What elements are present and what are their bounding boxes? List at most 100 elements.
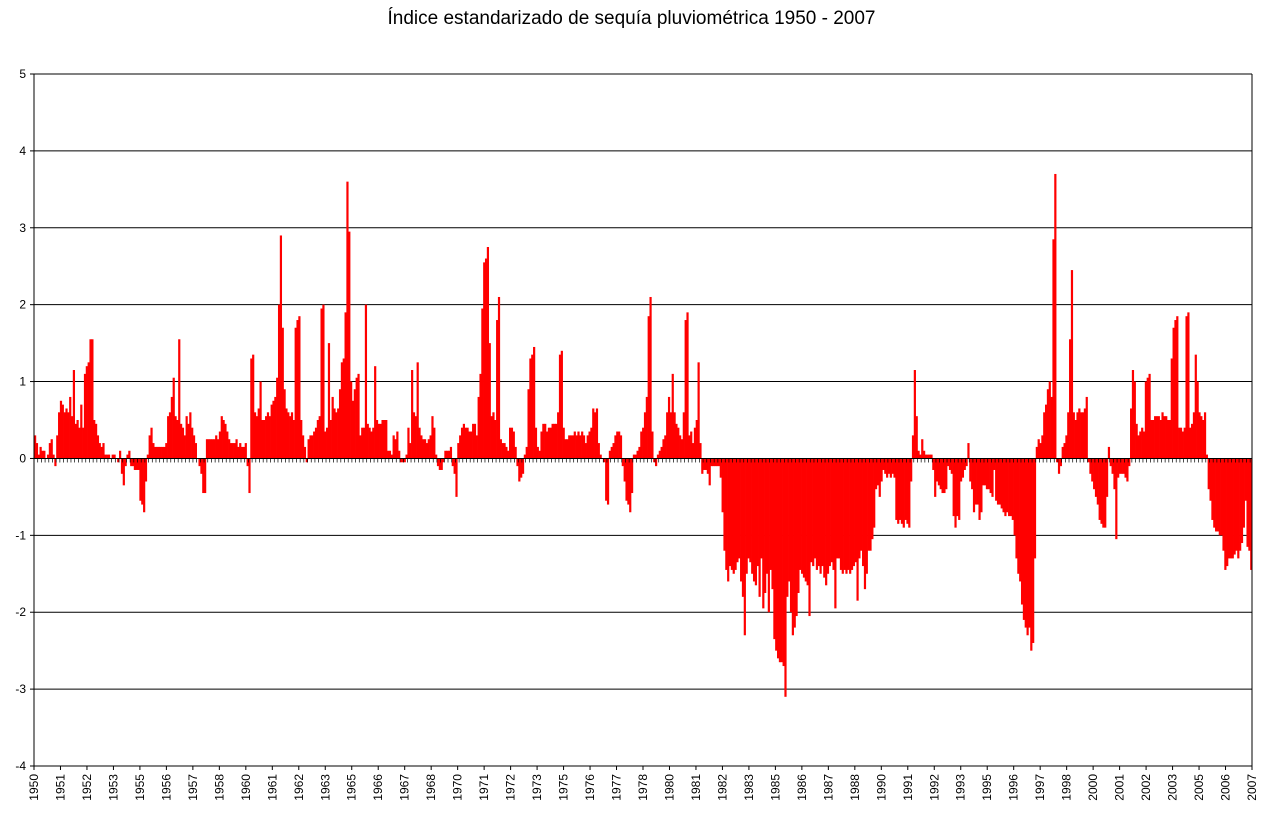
bar <box>908 458 911 528</box>
bar <box>1008 458 1011 517</box>
bar <box>85 366 88 459</box>
bar <box>1157 416 1160 459</box>
bar <box>887 458 891 474</box>
bar <box>37 454 40 459</box>
bar <box>211 439 214 459</box>
bar <box>357 373 360 459</box>
bar <box>255 416 258 459</box>
bar <box>1174 320 1177 459</box>
bar <box>274 396 277 459</box>
bar <box>764 458 767 593</box>
bar <box>605 458 608 501</box>
x-tick-label: 1996 <box>1007 774 1021 801</box>
bar <box>821 458 824 567</box>
bar <box>701 458 704 474</box>
bar <box>616 431 619 459</box>
bar <box>1035 446 1038 459</box>
x-tick-label: 1958 <box>212 774 226 801</box>
x-tick-label: 1971 <box>477 774 491 801</box>
bar <box>1122 458 1125 474</box>
bar <box>610 446 613 459</box>
bar <box>72 370 76 459</box>
bar <box>1009 458 1013 517</box>
bar <box>1104 458 1107 528</box>
bar <box>174 416 177 459</box>
bar <box>1076 412 1079 459</box>
bar <box>568 435 571 459</box>
bar <box>1244 458 1247 501</box>
x-tick-label: 1953 <box>106 774 120 801</box>
bar <box>492 412 495 459</box>
bar <box>679 435 682 459</box>
bar <box>1111 458 1114 474</box>
bar <box>374 366 377 459</box>
bar <box>52 454 55 459</box>
bar <box>1059 458 1062 467</box>
bar <box>521 458 525 474</box>
bar <box>113 454 116 459</box>
bar <box>444 450 447 459</box>
bar <box>324 431 327 459</box>
bar <box>486 247 490 459</box>
bar <box>490 416 493 459</box>
bar <box>514 446 517 459</box>
bar <box>788 458 791 582</box>
bar <box>327 343 331 459</box>
bar <box>1002 458 1005 513</box>
bar <box>867 458 870 551</box>
bar <box>728 458 732 567</box>
bar <box>353 389 356 459</box>
bar <box>1072 412 1075 459</box>
bar <box>1185 316 1188 459</box>
bar <box>675 423 678 459</box>
bar <box>56 435 59 459</box>
bar <box>1078 408 1081 459</box>
bar <box>915 416 918 459</box>
bar <box>1037 439 1040 459</box>
bar <box>553 423 556 459</box>
bar <box>46 454 50 459</box>
bar <box>1226 458 1229 567</box>
bar <box>167 416 170 459</box>
bar <box>740 458 743 582</box>
y-tick-label: -3 <box>15 682 26 696</box>
bar <box>505 446 508 459</box>
bar <box>662 439 665 459</box>
bar <box>540 431 543 459</box>
bar <box>756 458 759 567</box>
bar <box>405 454 408 459</box>
bar <box>65 408 68 459</box>
bar <box>1216 458 1220 532</box>
bar <box>588 431 591 459</box>
bar <box>1229 458 1233 559</box>
bar <box>501 443 504 459</box>
bar <box>834 458 837 609</box>
bar <box>379 423 382 459</box>
bar <box>618 431 621 459</box>
bar <box>760 458 763 559</box>
bar <box>423 439 427 459</box>
bar <box>797 458 800 593</box>
bar <box>209 439 212 459</box>
bar <box>789 458 793 613</box>
bar <box>366 423 369 459</box>
bar <box>222 420 225 459</box>
bar <box>830 458 833 563</box>
bar <box>342 358 345 459</box>
bar <box>536 446 539 459</box>
bar <box>218 431 222 459</box>
bar <box>394 439 397 459</box>
bar <box>477 396 480 459</box>
bar <box>562 427 565 459</box>
bar <box>104 454 107 459</box>
bar <box>1168 420 1172 459</box>
bar <box>111 454 114 459</box>
bar <box>318 416 321 459</box>
bar <box>1041 435 1044 459</box>
bar <box>143 458 146 513</box>
bar <box>693 427 697 459</box>
bar <box>1011 458 1014 520</box>
bar <box>738 458 741 559</box>
bar <box>509 427 512 459</box>
bar <box>969 458 972 482</box>
